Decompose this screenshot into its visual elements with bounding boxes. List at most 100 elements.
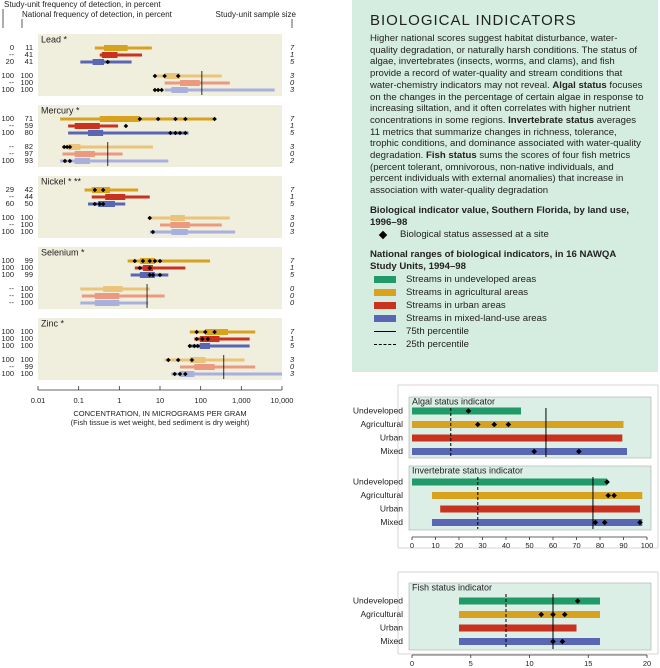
info-paragraph: Higher national scores suggest habitat d… — [370, 33, 644, 197]
sample-size: 7 — [290, 327, 295, 336]
site-point — [576, 448, 582, 455]
range-bar — [127, 259, 211, 263]
category-label: Urban — [380, 622, 403, 632]
x-tick-label: 15 — [584, 659, 592, 668]
site-point — [147, 272, 153, 278]
study-unit-freq: 100 — [1, 227, 14, 236]
site-point — [137, 116, 143, 122]
sample-size: 7 — [290, 114, 295, 123]
x-tick-label: 100 — [641, 541, 654, 550]
box-bar — [164, 73, 180, 79]
range-bar — [412, 478, 608, 486]
range-bar — [149, 230, 236, 234]
site-point — [183, 116, 188, 122]
site-point — [212, 329, 217, 335]
x-tick-label: 0.01 — [31, 396, 46, 405]
x-tick-label: 80 — [596, 541, 604, 550]
site-point — [62, 158, 68, 164]
legend-label: 75th percentile — [406, 325, 469, 337]
site-point — [168, 130, 173, 136]
info-title: BIOLOGICAL INDICATORS — [370, 12, 577, 29]
national-freq: 50 — [25, 199, 33, 208]
category-label: Agricultural — [360, 419, 403, 429]
study-unit-freq: 20 — [6, 57, 14, 66]
bold-text: Algal status — [552, 79, 607, 91]
site-point — [132, 258, 138, 264]
text: averages 11 metrics that summarize chang… — [370, 114, 641, 162]
site-point — [166, 357, 171, 363]
legend-swatch — [374, 301, 396, 309]
x-tick-label: 10 — [156, 396, 164, 405]
range-bar — [179, 365, 256, 369]
study-unit-freq: -- — [9, 149, 14, 158]
header-sample-size: Study-unit sample size — [216, 10, 297, 19]
frame — [397, 571, 659, 655]
legend-swatch — [374, 288, 396, 296]
site-point — [611, 492, 617, 499]
site-point — [175, 73, 181, 79]
national-freq: 99 — [25, 256, 33, 265]
x-tick-label: 60 — [549, 541, 557, 550]
national-freq: 97 — [25, 149, 33, 158]
box-bar — [139, 272, 155, 278]
text: sums the scores of four fish metrics (pe… — [370, 150, 631, 197]
range-bar — [412, 448, 628, 455]
range-bar — [171, 372, 282, 376]
legend-item: Streams in agricultural areas — [374, 286, 644, 299]
site-point — [604, 479, 610, 485]
box-bar — [68, 144, 81, 150]
sample-size: 5 — [290, 57, 295, 66]
national-freq: 100 — [20, 78, 33, 87]
site-point — [157, 258, 163, 264]
ranges-heading: National ranges of biological indicators… — [370, 249, 616, 272]
site-point — [183, 371, 188, 377]
range-bar — [412, 434, 623, 442]
sample-size: 7 — [290, 256, 295, 265]
national-freq: 100 — [20, 71, 33, 80]
sample-size: 0 — [290, 362, 295, 371]
sample-size: 5 — [290, 128, 295, 137]
study-unit-freq: -- — [9, 78, 14, 87]
site-point — [147, 265, 153, 271]
national-freq: 100 — [20, 334, 33, 343]
x-tick-label: 0.1 — [73, 396, 83, 405]
sample-size: 7 — [290, 185, 295, 194]
box-bar — [74, 123, 100, 129]
box-bar — [199, 343, 211, 349]
range-bar — [154, 74, 222, 78]
site-point — [64, 144, 70, 150]
site-point — [152, 73, 158, 79]
site-point — [605, 492, 612, 499]
site-point — [205, 336, 211, 342]
national-freq: 100 — [20, 327, 33, 336]
range-bar — [194, 337, 250, 341]
panel-title: Nickel * ** — [41, 176, 82, 186]
study-unit-freq: 100 — [1, 369, 14, 378]
site-point — [637, 519, 643, 526]
range-bar — [160, 223, 222, 227]
sample-size: 2 — [289, 156, 295, 165]
legend-swatch — [374, 275, 396, 283]
category-label: Undeveloped — [353, 595, 403, 605]
range-bar — [148, 216, 230, 220]
sample-size: 1 — [290, 121, 294, 130]
legend-line — [374, 343, 396, 345]
site-point — [92, 201, 98, 207]
sample-size: 1 — [290, 50, 294, 59]
site-point — [172, 371, 178, 377]
panel-title: Algal status indicator — [412, 396, 495, 406]
range-bar — [459, 638, 600, 645]
study-unit-freq: 100 — [1, 355, 14, 364]
site-point — [183, 130, 188, 136]
box-bar — [74, 158, 91, 164]
site-point — [173, 116, 178, 122]
box-bar — [101, 52, 118, 58]
panel-title: Fish status indicator — [412, 582, 492, 592]
box-bar — [104, 45, 128, 51]
x-axis-note: (Fish tissue is wet weight, bed sediment… — [71, 418, 250, 427]
site-point — [192, 343, 197, 349]
site-point — [173, 130, 178, 136]
national-freq: 100 — [20, 298, 33, 307]
category-label: Undeveloped — [353, 476, 403, 486]
range-bar — [81, 294, 165, 298]
